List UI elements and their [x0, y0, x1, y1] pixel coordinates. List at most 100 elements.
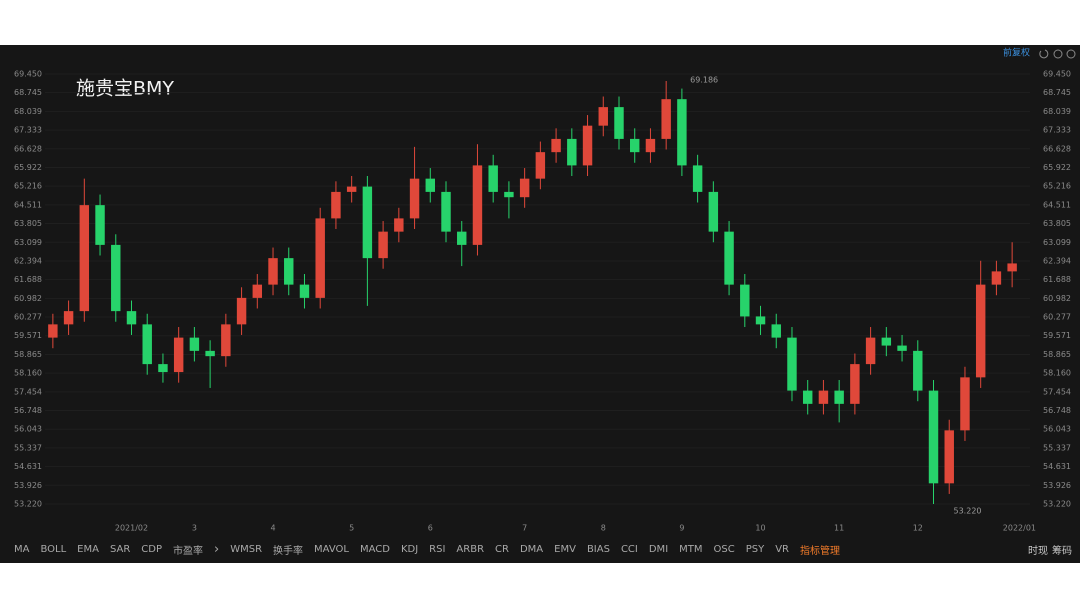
candle-body: [708, 191, 719, 232]
y-tick-label-right: 63.805: [1043, 219, 1071, 228]
candle-body: [1007, 263, 1017, 272]
y-tick-label-right: 60.277: [1043, 313, 1071, 322]
candle-body: [394, 218, 404, 232]
indicator-tab[interactable]: RSI: [429, 543, 446, 555]
icon[interactable]: [1039, 49, 1049, 59]
indicator-tab[interactable]: KDJ: [400, 543, 419, 555]
y-tick-label: 57.454: [14, 387, 42, 396]
candle-body: [126, 311, 137, 325]
x-tick-label: 7: [522, 524, 527, 533]
indicator-tab[interactable]: DMI: [648, 543, 669, 555]
indicator-tab[interactable]: VR: [775, 543, 790, 555]
y-tick-label-right: 62.394: [1043, 256, 1071, 265]
candle-body: [630, 138, 640, 153]
candle-body: [63, 311, 74, 325]
candle-body: [189, 337, 200, 351]
indicator-tab[interactable]: BIAS: [586, 543, 610, 555]
y-tick-label: 69.450: [14, 70, 42, 79]
indicator-tab[interactable]: SAR: [109, 543, 131, 555]
candle-body: [284, 258, 294, 285]
indicator-tab[interactable]: WMSR: [230, 543, 263, 555]
x-tick-label: 10: [755, 524, 765, 533]
indicator-tab[interactable]: MAVOL: [314, 543, 349, 555]
y-tick-label: 60.982: [14, 294, 42, 303]
indicator-tab[interactable]: CR: [495, 543, 509, 555]
y-tick-label: 62.394: [14, 256, 42, 265]
y-tick-label-right: 67.333: [1043, 126, 1071, 135]
candle-body: [535, 152, 546, 179]
y-tick-label: 60.277: [14, 313, 42, 322]
y-tick-label: 55.337: [14, 443, 42, 452]
indicator-tab[interactable]: OSC: [713, 543, 735, 555]
indicator-tab[interactable]: DMA: [519, 543, 544, 555]
candle-body: [928, 390, 939, 484]
indicator-tab[interactable]: EMV: [554, 543, 576, 555]
candle-body: [598, 107, 608, 126]
right-tab[interactable]: 筹码: [1052, 545, 1072, 557]
candle-body: [441, 191, 451, 232]
indicator-tab[interactable]: 换手率: [273, 545, 304, 557]
y-tick-label: 61.688: [14, 275, 42, 284]
candle-body: [346, 186, 357, 192]
candle-body: [425, 178, 435, 192]
indicator-tab[interactable]: BOLL: [40, 543, 67, 555]
indicator-tab[interactable]: 市盈率: [173, 545, 204, 557]
y-tick-label-right: 56.748: [1043, 406, 1071, 415]
indicator-tab[interactable]: PSY: [745, 543, 765, 555]
candle-body: [457, 231, 467, 245]
candle-body: [897, 345, 907, 351]
y-tick-label: 63.099: [14, 238, 42, 247]
adjust-button[interactable]: 前复权: [1003, 47, 1030, 59]
indicator-tab[interactable]: EMA: [77, 543, 99, 555]
candle-body: [692, 165, 703, 192]
candle-body: [740, 284, 750, 317]
indicator-tab[interactable]: CCI: [620, 543, 638, 555]
candle-body: [221, 324, 231, 357]
candle-body: [771, 324, 781, 338]
y-tick-label-right: 53.926: [1043, 481, 1071, 490]
indicator-manage[interactable]: 指标管理: [800, 545, 841, 557]
x-tick-label: 6: [428, 524, 433, 533]
x-tick-label: 8: [601, 524, 606, 533]
y-tick-label: 68.039: [14, 107, 42, 116]
candle-body: [95, 205, 105, 245]
y-tick-label-right: 54.631: [1043, 462, 1071, 471]
candle-body: [236, 297, 247, 325]
candle-body: [677, 99, 687, 166]
candle-body: [409, 178, 420, 219]
indicator-tab[interactable]: ARBR: [456, 543, 485, 555]
candle-body: [48, 324, 58, 338]
y-tick-label-right: 53.220: [1043, 500, 1071, 509]
indicator-tab[interactable]: MA: [14, 543, 30, 555]
indicator-tab[interactable]: MTM: [679, 543, 703, 555]
candle-body: [252, 284, 263, 298]
right-tab[interactable]: 时现: [1028, 545, 1048, 557]
chart-title: 施贵宝BMY: [76, 78, 174, 100]
candle-body: [331, 191, 341, 219]
icon[interactable]: [1053, 49, 1063, 59]
y-tick-label-right: 63.099: [1043, 238, 1071, 247]
indicator-tab[interactable]: MACD: [359, 543, 390, 555]
x-tick-label: 3: [192, 524, 197, 533]
more-chevron[interactable]: ›: [214, 541, 220, 557]
y-tick-label: 65.922: [14, 163, 42, 172]
candle-body: [802, 390, 813, 404]
y-tick-label-right: 64.511: [1043, 200, 1071, 209]
icon[interactable]: [1066, 49, 1076, 59]
indicator-tab[interactable]: CDP: [141, 543, 163, 555]
candle-body: [991, 271, 1002, 285]
y-tick-label-right: 65.216: [1043, 182, 1071, 191]
y-tick-label: 54.631: [14, 462, 42, 471]
candle-body: [488, 165, 498, 192]
candle-body: [519, 178, 530, 198]
candle-body: [913, 350, 923, 391]
y-tick-label-right: 69.450: [1043, 70, 1071, 79]
candle-body: [960, 377, 970, 431]
candle-body: [79, 205, 90, 312]
candle-body: [158, 364, 168, 373]
candle-body: [504, 191, 514, 198]
x-tick-label: 4: [270, 524, 275, 533]
y-tick-label-right: 58.160: [1043, 369, 1071, 378]
y-tick-label-right: 58.865: [1043, 350, 1071, 359]
